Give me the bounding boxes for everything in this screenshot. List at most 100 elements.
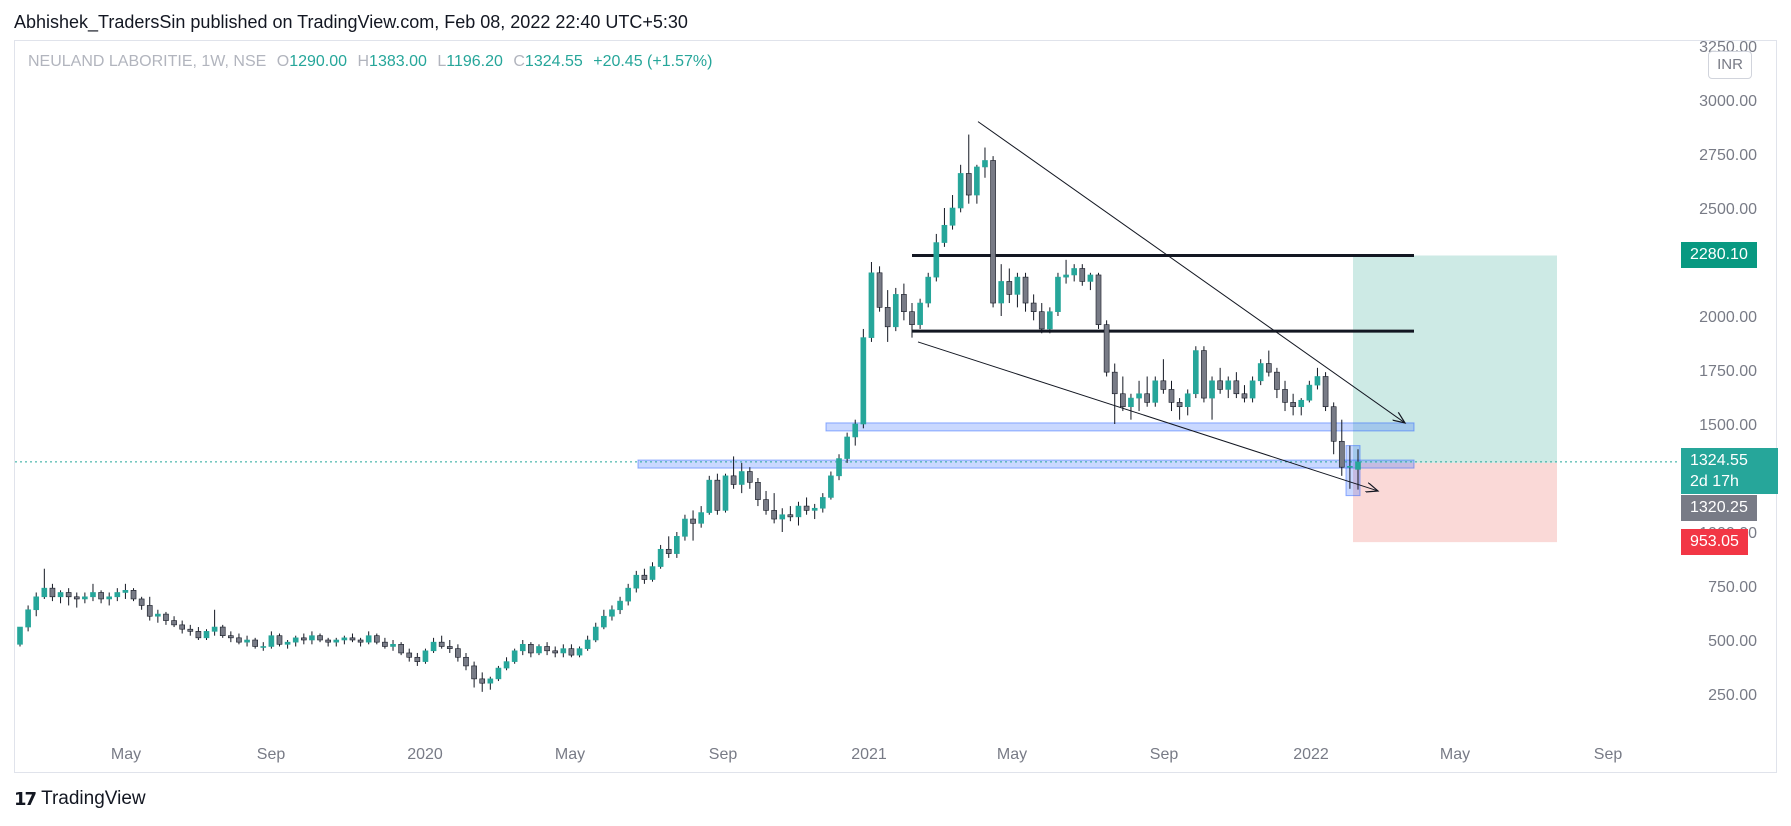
- tradingview-logo-icon: 17: [14, 788, 37, 810]
- candle-body: [536, 646, 542, 654]
- candle-body: [722, 475, 729, 511]
- candle-body: [892, 294, 899, 328]
- candle-body: [560, 648, 567, 654]
- candle-body: [106, 596, 113, 600]
- candle-body: [309, 635, 315, 641]
- candle-body: [844, 436, 850, 459]
- candle-body: [763, 499, 769, 511]
- entry-price-tag: 1320.25: [1681, 495, 1757, 521]
- candle-body: [852, 423, 859, 438]
- publisher-caption: Abhishek_TradersSin published on Trading…: [14, 12, 688, 32]
- candle-body: [495, 667, 502, 680]
- tradingview-footer[interactable]: 17 TradingView: [14, 788, 146, 810]
- candle-body: [479, 678, 486, 684]
- candle-body: [382, 641, 388, 647]
- time-axis-tick-label: Sep: [709, 746, 738, 763]
- trendline-upper[interactable]: [977, 121, 1405, 423]
- price-axis-tick-label: 3000.00: [1699, 93, 1757, 110]
- support-zone-upper[interactable]: [825, 422, 1415, 432]
- candle-body: [811, 507, 818, 511]
- currency-badge[interactable]: INR: [1708, 51, 1752, 79]
- candle-body: [909, 311, 915, 325]
- candle-body: [138, 598, 145, 606]
- candle-body: [1274, 371, 1280, 390]
- candle-body: [65, 592, 72, 598]
- candle-body: [1193, 350, 1199, 395]
- candle-body: [90, 592, 96, 598]
- candle-body: [179, 624, 185, 630]
- candle-body: [203, 631, 210, 639]
- candle-body: [1160, 380, 1167, 390]
- ohlc-low: L1196.20: [437, 53, 503, 70]
- candle-body: [1233, 380, 1240, 395]
- candle-body: [57, 592, 64, 598]
- candle-body: [674, 536, 680, 554]
- candle-body: [601, 615, 607, 628]
- trendline-lower[interactable]: [917, 341, 1378, 491]
- current-price-tag: 1324.55 2d 17h: [1681, 448, 1778, 494]
- price-axis-tick-label: 2750.00: [1699, 147, 1757, 164]
- ohlc-close: C1324.55: [513, 53, 583, 70]
- support-zone-lower[interactable]: [637, 459, 1415, 469]
- candle-body: [357, 639, 364, 643]
- candle-body: [519, 644, 526, 652]
- candle-body: [228, 635, 234, 639]
- candle-body: [974, 166, 980, 196]
- candle-body: [1347, 466, 1353, 468]
- candle-body: [690, 518, 696, 524]
- candle-body: [876, 272, 883, 308]
- candle-body: [422, 650, 429, 662]
- candle-body: [1338, 440, 1345, 468]
- stop-loss-zone[interactable]: [1353, 462, 1557, 543]
- candle-body: [268, 635, 275, 647]
- candle-body: [714, 479, 721, 511]
- candle-body: [1209, 380, 1215, 399]
- candle-body: [438, 641, 445, 647]
- candle-body: [957, 173, 964, 209]
- candle-body: [795, 505, 802, 518]
- candle-body: [365, 635, 372, 643]
- candle-body: [1087, 274, 1094, 282]
- candle-body: [633, 574, 640, 589]
- candle-body: [828, 475, 834, 498]
- candle-body: [130, 590, 137, 600]
- time-axis-tick-label: Sep: [257, 746, 286, 763]
- candle-body: [965, 173, 972, 196]
- candle-body: [1282, 389, 1288, 403]
- candle-body: [860, 337, 867, 425]
- candle-body: [1225, 380, 1232, 390]
- candle-body: [803, 505, 810, 511]
- candle-body: [609, 609, 615, 617]
- candle-body: [219, 626, 226, 636]
- bar-countdown: 2d 17h: [1690, 473, 1739, 490]
- time-axis-tick-label: May: [997, 746, 1027, 763]
- candle-body: [617, 600, 623, 611]
- candle-body: [836, 458, 842, 477]
- candle-body: [446, 646, 453, 649]
- candle-body: [1290, 402, 1296, 408]
- price-axis-tick-label: 2000.00: [1699, 309, 1757, 326]
- profit-target-zone[interactable]: [1353, 255, 1557, 463]
- candle-body: [649, 566, 656, 580]
- time-axis-tick-label: May: [111, 746, 141, 763]
- candle-body: [349, 637, 356, 641]
- candle-body: [155, 613, 161, 617]
- candle-body: [738, 471, 745, 485]
- candle-body: [187, 628, 194, 632]
- candle-body: [1120, 393, 1126, 408]
- candle-body: [471, 665, 477, 680]
- candle-body: [528, 644, 534, 654]
- candle-body: [163, 613, 169, 621]
- candle-body: [487, 678, 494, 684]
- candle-body: [146, 605, 153, 617]
- brand-name: TradingView: [41, 788, 146, 809]
- candle-body: [1330, 406, 1337, 442]
- candle-body: [341, 637, 348, 641]
- stop-price-tag: 953.05: [1681, 529, 1748, 555]
- candle-body: [682, 518, 688, 537]
- candle-body: [641, 574, 648, 580]
- candle-body: [771, 510, 777, 520]
- candle-body: [1184, 393, 1191, 408]
- candle-body: [390, 644, 396, 647]
